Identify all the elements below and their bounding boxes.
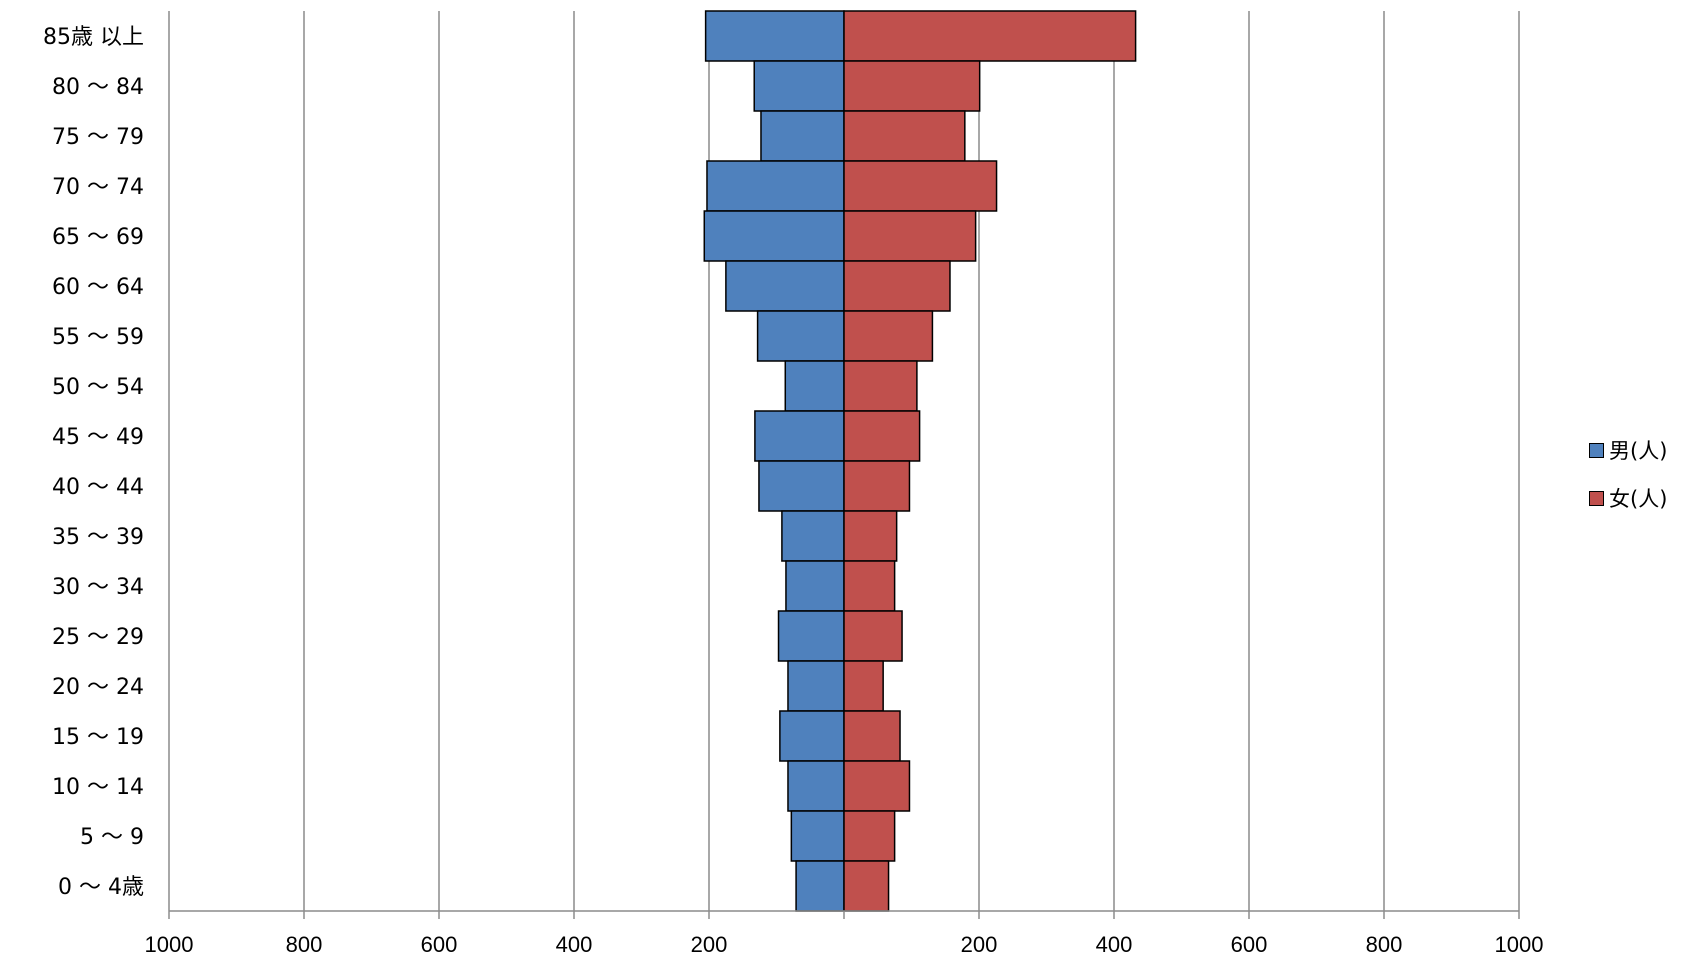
x-tick-label-0: 1000	[145, 932, 194, 956]
bars	[703, 10, 1137, 912]
category-label-6: 55 〜 59	[52, 325, 144, 350]
category-label-8: 45 〜 49	[52, 425, 144, 450]
x-tick-label-8: 600	[1231, 932, 1268, 956]
legend-label-male: 男(人)	[1609, 439, 1668, 463]
bar-female-15	[843, 760, 911, 812]
legend-item-male: 男(人)	[1589, 438, 1679, 463]
bar-female-9	[843, 460, 911, 512]
bar-male-2	[760, 110, 845, 162]
bar-male-14	[779, 710, 845, 762]
bar-male-6	[756, 310, 845, 362]
legend-item-female: 女(人)	[1589, 486, 1679, 511]
bar-male-9	[758, 460, 845, 512]
legend: 男(人) 女(人)	[1589, 438, 1679, 534]
legend-label-female: 女(人)	[1609, 487, 1668, 511]
bar-female-8	[843, 410, 921, 462]
bar-female-1	[843, 60, 981, 112]
category-label-12: 25 〜 29	[52, 625, 144, 650]
x-tick-label-9: 800	[1366, 932, 1403, 956]
bar-female-3	[843, 160, 998, 212]
category-label-1: 80 〜 84	[52, 75, 144, 100]
bar-female-13	[843, 660, 884, 712]
bar-female-5	[843, 260, 951, 312]
legend-swatch-male	[1589, 442, 1604, 458]
bar-male-1	[753, 60, 845, 112]
category-label-2: 75 〜 79	[52, 125, 144, 150]
x-tick-label-1: 800	[286, 932, 323, 956]
category-label-9: 40 〜 44	[52, 475, 144, 500]
category-labels: 85歳 以上 80 〜 84 75 〜 79 70 〜 74 65 〜 69 60 〜 6…	[43, 25, 144, 900]
bar-female-0	[843, 10, 1137, 62]
bar-male-4	[703, 210, 845, 262]
category-label-5: 60 〜 64	[52, 275, 144, 300]
bar-female-6	[843, 310, 934, 362]
category-label-0: 85歳 以上	[43, 25, 144, 50]
bar-male-12	[777, 610, 845, 662]
bar-male-13	[787, 660, 845, 712]
bar-male-0	[704, 10, 845, 62]
bar-female-11	[843, 560, 896, 612]
category-label-17: 0 〜 4歳	[58, 875, 144, 900]
bar-male-3	[706, 160, 845, 212]
category-label-11: 30 〜 34	[52, 575, 144, 600]
category-label-16: 5 〜 9	[80, 825, 144, 850]
legend-swatch-female	[1589, 490, 1604, 506]
x-tick-label-6: 200	[961, 932, 998, 956]
bar-female-17	[843, 860, 890, 912]
bar-female-10	[843, 510, 898, 562]
bar-male-16	[790, 810, 845, 862]
x-tick-label-4: 200	[691, 932, 728, 956]
bar-male-17	[795, 860, 845, 912]
bar-male-15	[787, 760, 845, 812]
category-label-3: 70 〜 74	[52, 175, 144, 200]
bar-female-12	[843, 610, 903, 662]
x-axis: 1000 800 600 400 200 200 400 600 800 1000	[145, 910, 1544, 956]
x-tick-label-2: 600	[421, 932, 458, 956]
bar-male-11	[785, 560, 845, 612]
category-label-15: 10 〜 14	[52, 775, 144, 800]
x-tick-label-3: 400	[556, 932, 593, 956]
x-tick-label-10: 1000	[1495, 932, 1544, 956]
category-label-14: 15 〜 19	[52, 725, 144, 750]
bar-female-14	[843, 710, 901, 762]
bar-female-7	[843, 360, 918, 412]
category-label-10: 35 〜 39	[52, 525, 144, 550]
category-label-13: 20 〜 24	[52, 675, 144, 700]
bar-male-5	[725, 260, 845, 312]
bar-male-10	[781, 510, 845, 562]
bar-male-8	[754, 410, 845, 462]
bar-male-7	[784, 360, 845, 412]
bar-female-16	[843, 810, 896, 862]
bar-female-4	[843, 210, 977, 262]
bar-female-2	[843, 110, 966, 162]
category-label-7: 50 〜 54	[52, 375, 144, 400]
x-tick-label-7: 400	[1096, 932, 1133, 956]
category-label-4: 65 〜 69	[52, 225, 144, 250]
